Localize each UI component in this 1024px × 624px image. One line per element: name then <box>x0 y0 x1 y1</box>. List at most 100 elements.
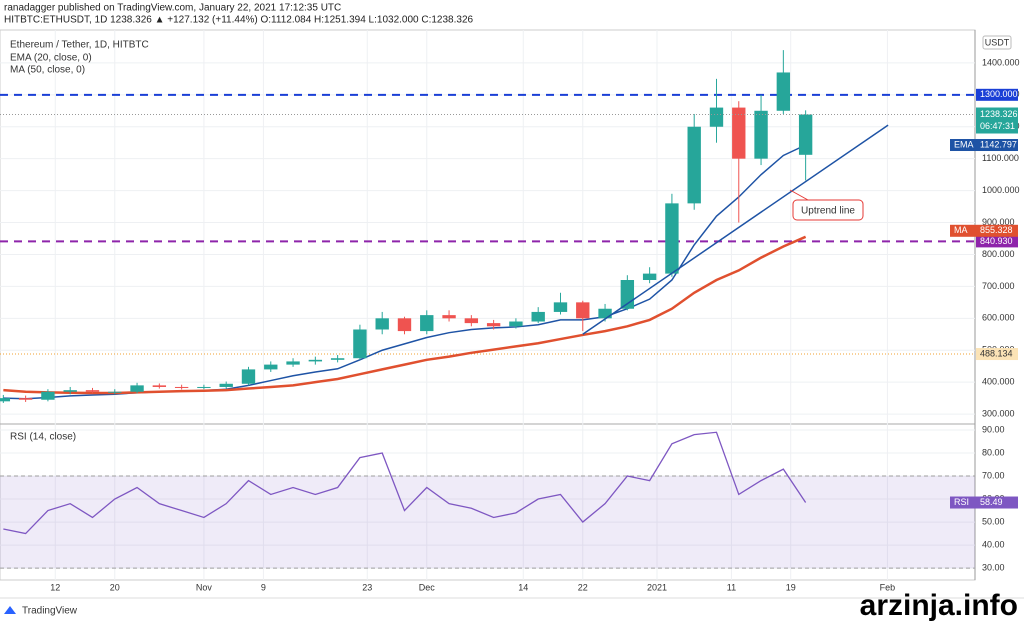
price-label: 1238.326 <box>980 109 1018 119</box>
level-label: 1300.000 <box>980 89 1018 99</box>
level-label: 840.930 <box>980 236 1013 246</box>
rsi-tick-label: 50.00 <box>982 516 1005 526</box>
x-tick-label: 12 <box>50 582 60 592</box>
annotation-text: Uptrend line <box>801 206 855 217</box>
y-tick-label: 800.000 <box>982 249 1015 259</box>
x-tick-label: 20 <box>110 582 120 592</box>
candle-body <box>486 323 501 327</box>
x-tick-label: 11 <box>727 582 736 592</box>
legend-rsi: RSI (14, close) <box>10 432 76 443</box>
y-tick-label: 900.000 <box>982 217 1015 227</box>
x-tick-label: 19 <box>786 582 796 592</box>
rsi-tag: RSI <box>954 497 969 507</box>
candle-body <box>330 358 345 360</box>
legend-ema: EMA (20, close, 0) <box>10 53 92 64</box>
candle-body <box>665 203 679 274</box>
candle-body <box>174 386 189 388</box>
candle-body <box>553 302 568 312</box>
candle-body <box>353 329 367 359</box>
series-tag: EMA <box>954 139 974 149</box>
rsi-tick-label: 30.00 <box>982 562 1005 572</box>
candle-body <box>219 383 233 387</box>
rsi-badge <box>950 496 1018 509</box>
level-badge <box>976 88 1018 101</box>
level-badge <box>976 235 1018 248</box>
candle-body <box>63 390 77 392</box>
level-badge <box>976 348 1018 361</box>
candle-body <box>375 318 389 330</box>
candle-body <box>197 386 211 388</box>
rsi-tick-label: 90.00 <box>982 424 1005 434</box>
axis-unit: USDT <box>985 37 1010 47</box>
countdown: 06:47:31 <box>980 121 1015 131</box>
candle-body <box>241 369 256 384</box>
candle-body <box>509 321 523 327</box>
x-tick-label: 14 <box>518 582 528 592</box>
candle-body <box>286 361 300 365</box>
candle-body <box>130 385 144 392</box>
x-tick-label: Feb <box>880 582 896 592</box>
candle-body <box>531 311 545 322</box>
rsi-line <box>3 431 807 535</box>
price-badge <box>976 107 1018 134</box>
brand: TradingView <box>22 606 78 617</box>
candle-body <box>709 107 724 127</box>
publisher: ranadagger published on TradingView.com,… <box>4 3 341 14</box>
watermark: arzinja.info <box>860 589 1018 622</box>
candle-body <box>85 390 100 392</box>
candle-body <box>108 391 122 393</box>
candle-body <box>598 308 612 319</box>
annotation-pointer <box>789 189 809 201</box>
candle-body <box>308 359 323 362</box>
candle-body <box>0 398 11 402</box>
y-tick-label: 1400.000 <box>982 57 1020 67</box>
y-tick-label: 600.000 <box>982 313 1015 323</box>
candle-body <box>464 318 479 324</box>
candle-body <box>776 72 791 111</box>
series-value: 1142.797 <box>980 139 1017 149</box>
candle-body <box>754 110 768 159</box>
rsi-tick-label: 70.00 <box>982 470 1005 480</box>
unit-box <box>982 35 1012 50</box>
candle-body <box>41 391 55 400</box>
y-tick-label: 300.000 <box>982 408 1015 418</box>
rsi-value: 58.49 <box>980 497 1003 507</box>
rsi-tick-label: 40.00 <box>982 539 1005 549</box>
x-tick-label: Dec <box>419 582 436 592</box>
candle-body <box>420 315 434 332</box>
y-tick-label: 700.000 <box>982 281 1015 291</box>
brand-logo <box>4 606 16 614</box>
x-tick-label: 23 <box>362 582 372 592</box>
symbol-line: HITBTC:ETHUSDT, 1D 1238.326 ▲ +127.132 (… <box>4 15 474 26</box>
chart-layer: 300.000400.000500.000600.000700.000800.0… <box>0 30 1020 592</box>
candle-body <box>18 398 33 400</box>
y-tick-label: 1000.000 <box>982 185 1020 195</box>
y-tick-label: 1100.000 <box>982 153 1019 163</box>
series-badge <box>950 139 1018 152</box>
trend-line <box>582 124 889 335</box>
candle-body <box>264 364 278 370</box>
series-badge <box>950 224 1018 237</box>
y-tick-label: 400.000 <box>982 377 1015 387</box>
x-tick-label: 2021 <box>647 582 667 592</box>
candle-body <box>687 126 701 204</box>
candle-body <box>732 107 746 159</box>
series-value: 855.328 <box>980 225 1013 235</box>
candle-body <box>576 302 590 319</box>
rsi-band <box>0 476 975 569</box>
x-tick-label: 22 <box>578 582 588 592</box>
annotation-box <box>792 199 864 221</box>
x-tick-label: Nov <box>196 582 213 592</box>
candle-body <box>397 318 412 332</box>
candle-body <box>152 385 167 387</box>
chart-title: Ethereum / Tether, 1D, HITBTC <box>10 40 149 51</box>
candle-body <box>642 273 657 281</box>
level-label: 488.134 <box>980 348 1013 358</box>
rsi-tick-label: 80.00 <box>982 447 1005 457</box>
candle-body <box>798 114 813 155</box>
series-tag: MA <box>954 225 968 235</box>
legend-ma: MA (50, close, 0) <box>10 65 85 76</box>
candle-body <box>442 315 456 319</box>
